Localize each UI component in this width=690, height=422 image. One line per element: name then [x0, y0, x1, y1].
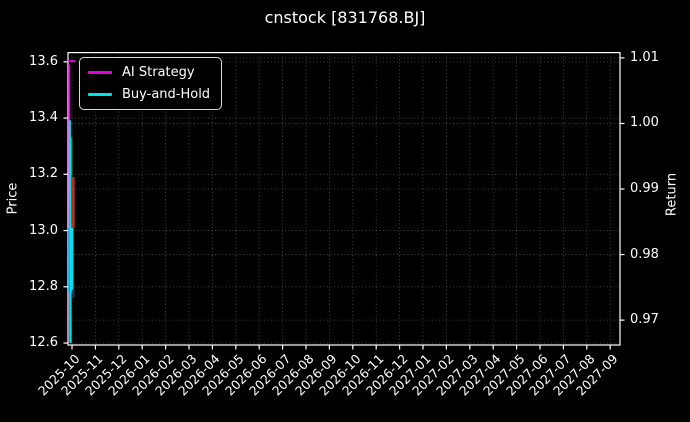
price-tick-label: 13.2 [29, 166, 58, 182]
price-tick-label: 13.4 [29, 110, 58, 126]
series-line-1 [68, 120, 72, 344]
ai-strategy-line-swatch [88, 70, 112, 75]
buy-and-hold-line-swatch [88, 92, 112, 97]
price-tick-label: 13.0 [29, 222, 58, 238]
legend-label-buy-and-hold: Buy-and-Hold [122, 87, 211, 102]
return-tick-label: 1.01 [630, 49, 659, 65]
return-tick-label: 0.99 [630, 180, 659, 196]
legend-entry-buy-and-hold: Buy-and-Hold [88, 87, 211, 102]
legend: AI Strategy Buy-and-Hold [79, 57, 222, 110]
chart-title: cnstock [831768.BJ] [264, 8, 426, 27]
candle-body [71, 289, 75, 298]
return-tick-label: 1.00 [630, 115, 659, 131]
return-tick-label: 0.97 [630, 312, 659, 328]
price-tick-label: 12.6 [29, 335, 58, 351]
candle-body [71, 177, 75, 228]
legend-label-ai-strategy: AI Strategy [122, 65, 195, 80]
return-tick-label: 0.98 [630, 246, 659, 262]
candle-body [70, 137, 73, 175]
price-tick-label: 12.8 [29, 278, 58, 294]
plot-frame [67, 52, 621, 346]
legend-entry-ai-strategy: AI Strategy [88, 65, 211, 80]
price-tick-label: 13.6 [29, 53, 58, 69]
